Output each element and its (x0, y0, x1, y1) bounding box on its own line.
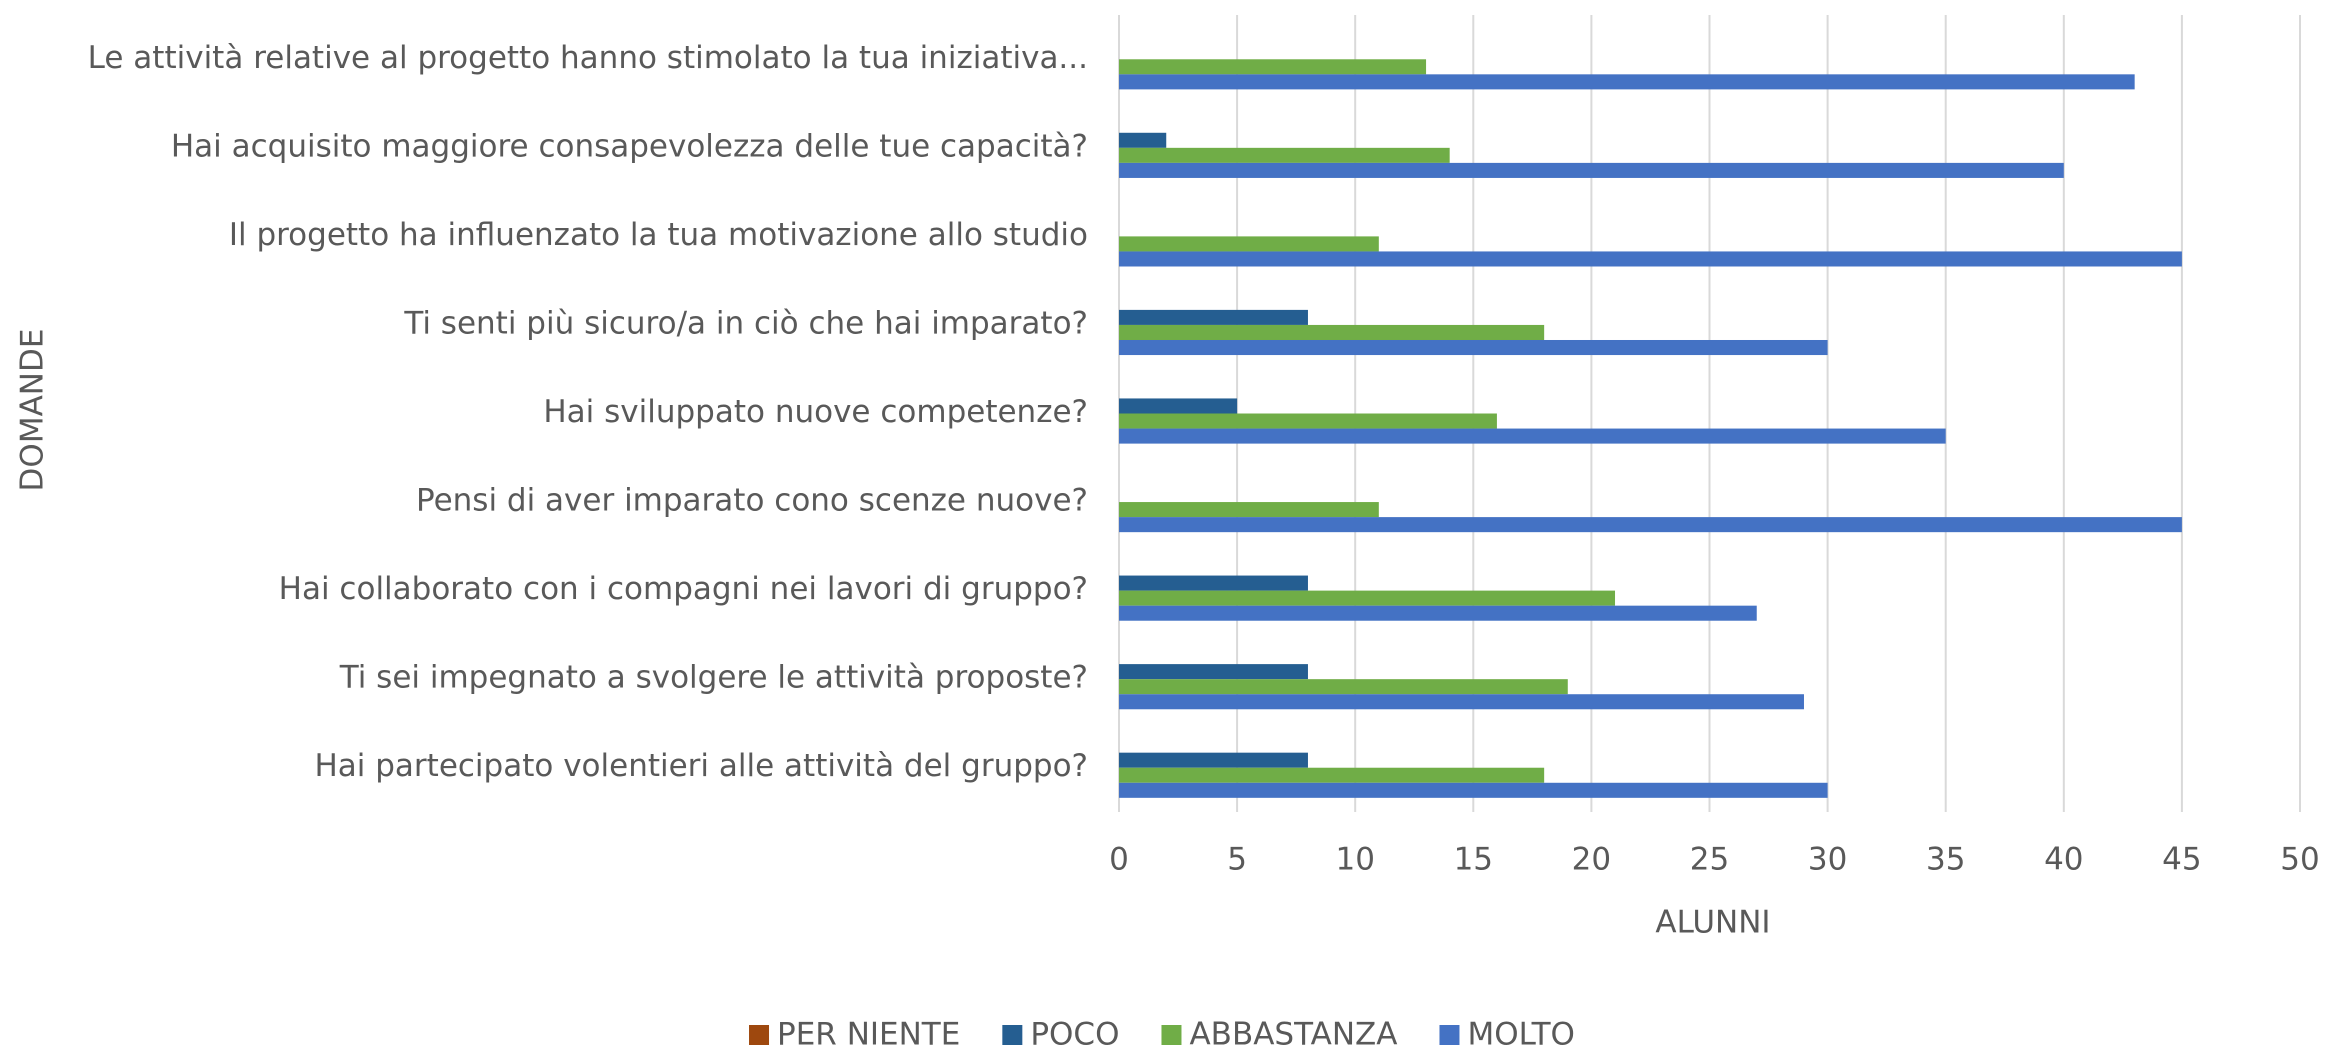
x-tick-label: 15 (1454, 842, 1493, 878)
legend-label: PER NIENTE (777, 1017, 960, 1051)
bar (1119, 502, 1379, 518)
bar (1119, 162, 2064, 178)
bar (1119, 752, 1308, 768)
bar (1119, 605, 1757, 621)
x-tick-label: 25 (1690, 842, 1729, 878)
bar (1119, 782, 1828, 798)
x-tick-label: 35 (1926, 842, 1965, 878)
y-axis-label: DOMANDE (15, 329, 51, 492)
y-tick-label: Hai sviluppato nuove competenze? (543, 394, 1088, 430)
y-tick-label: Hai acquisito maggiore consapevolezza de… (171, 128, 1088, 164)
bar (1119, 251, 2182, 267)
bar (1119, 767, 1545, 783)
legend-swatch (1002, 1025, 1023, 1045)
bar (1119, 339, 1828, 356)
bar (1119, 59, 1427, 75)
bar (1119, 236, 1379, 252)
bar (1119, 590, 1616, 606)
x-tick-label: 10 (1335, 842, 1374, 878)
x-tick-label: 40 (2044, 842, 2083, 878)
legend-label: ABBASTANZA (1189, 1017, 1397, 1051)
x-tick-label: 45 (2162, 842, 2201, 878)
legend-swatch (1161, 1025, 1182, 1045)
bar (1119, 428, 1946, 444)
legend-swatch (1439, 1025, 1460, 1045)
bar (1119, 132, 1167, 148)
x-tick-label: 30 (1808, 842, 1847, 878)
bar (1119, 147, 1450, 163)
legend-swatch (749, 1025, 770, 1045)
bar (1119, 324, 1545, 340)
y-tick-label: Le attività relative al progetto hanno s… (88, 40, 1088, 76)
x-tick-label: 5 (1227, 842, 1247, 878)
bar (1119, 398, 1238, 414)
bar (1119, 664, 1308, 680)
x-axis-label: ALUNNI (1655, 905, 1770, 941)
x-tick-label: 0 (1109, 842, 1129, 878)
bar (1119, 74, 2135, 90)
bar (1119, 679, 1568, 695)
x-tick-label: 50 (2280, 842, 2319, 878)
legend-label: POCO (1030, 1017, 1119, 1051)
bar (1119, 517, 2182, 533)
legend-label: MOLTO (1467, 1017, 1575, 1051)
y-tick-label: Il progetto ha influenzato la tua motiva… (229, 217, 1088, 253)
bar (1119, 575, 1308, 591)
bar (1119, 694, 1804, 710)
bar (1119, 309, 1308, 325)
y-tick-label: Ti senti più sicuro/a in ciò che hai imp… (403, 305, 1088, 341)
x-tick-label: 20 (1572, 842, 1611, 878)
bar (1119, 413, 1497, 429)
y-tick-label: Ti sei impegnato a svolgere le attività … (339, 660, 1088, 696)
y-tick-label: Pensi di aver imparato cono scenze nuove… (416, 483, 1088, 519)
y-tick-label: Hai collaborato con i compagni nei lavor… (279, 571, 1088, 607)
y-tick-label: Hai partecipato volentieri alle attività… (314, 748, 1088, 784)
